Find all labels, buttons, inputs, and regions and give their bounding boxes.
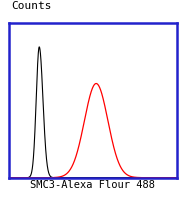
Text: Counts: Counts — [11, 1, 51, 11]
X-axis label: SMC3-Alexa Flour 488: SMC3-Alexa Flour 488 — [30, 179, 155, 189]
